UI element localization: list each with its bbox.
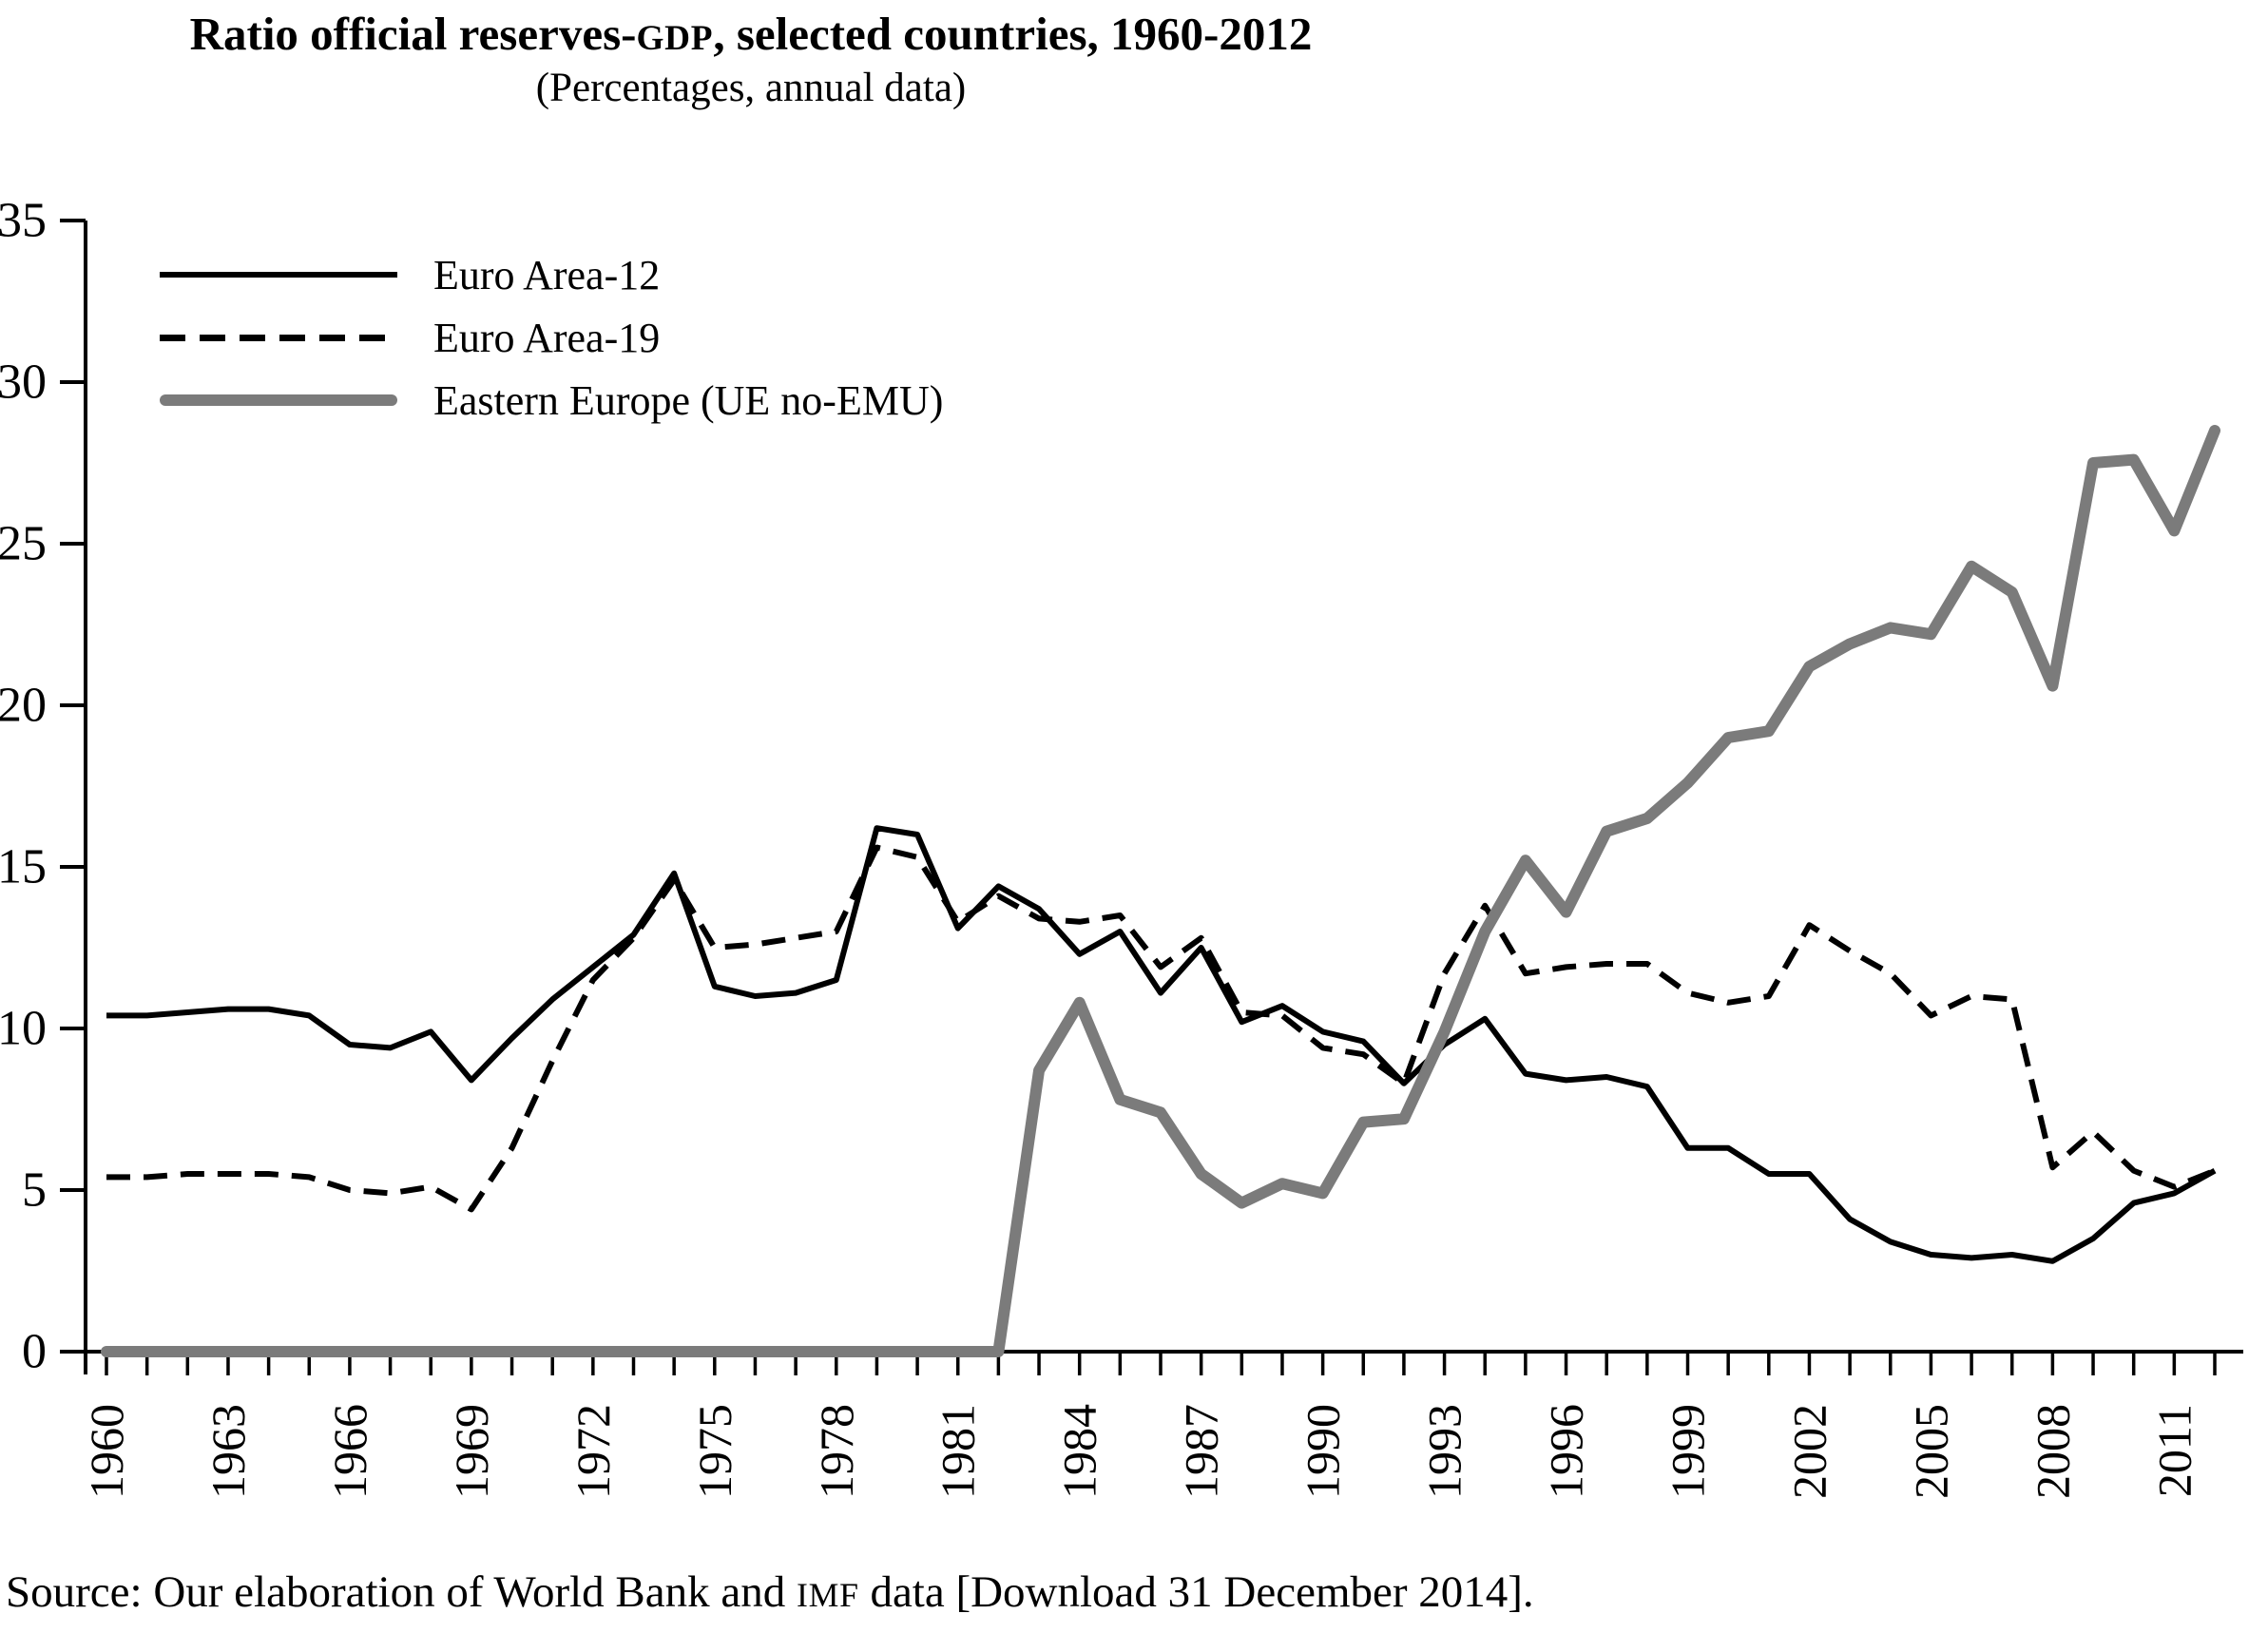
source-text: Source: Our elaboration of World Bank an… xyxy=(6,1567,798,1617)
x-tick-label: 1987 xyxy=(1175,1404,1228,1499)
chart-title: Ratio official reserves-GDP, selected co… xyxy=(0,8,1502,61)
x-tick-label: 1963 xyxy=(202,1404,255,1499)
title-text: Ratio official reserves- xyxy=(189,8,637,60)
x-tick-label: 1975 xyxy=(688,1404,741,1499)
title-text-tail: , selected countries, 1960-2012 xyxy=(713,8,1313,60)
series-line-euro-area-12 xyxy=(106,825,2217,1264)
x-tick-label: 2005 xyxy=(1904,1404,1957,1499)
x-tick-label: 1996 xyxy=(1540,1404,1593,1499)
legend: Euro Area-12 Euro Area-19 Eastern Europe… xyxy=(160,243,943,432)
legend-line-dashed-icon xyxy=(160,334,397,341)
x-tick-label: 1984 xyxy=(1053,1404,1106,1499)
x-tick-label: 1972 xyxy=(567,1404,620,1499)
x-tick-label: 1969 xyxy=(445,1404,498,1499)
y-tick-label: 35 xyxy=(0,194,47,248)
x-tick-label: 1999 xyxy=(1662,1404,1715,1499)
legend-label: Euro Area-19 xyxy=(433,314,661,361)
legend-label: Euro Area-12 xyxy=(433,251,661,298)
x-tick-label: 2008 xyxy=(2026,1404,2079,1499)
legend-item-eastern-europe: Eastern Europe (UE no-EMU) xyxy=(160,369,943,432)
source-note: Source: Our elaboration of World Bank an… xyxy=(6,1566,1534,1618)
x-tick-label: 1960 xyxy=(80,1404,133,1499)
x-tick-label: 1990 xyxy=(1297,1404,1350,1499)
x-tick-label: 1966 xyxy=(323,1404,376,1499)
legend-label: Eastern Europe (UE no-EMU) xyxy=(433,376,944,424)
legend-item-euro-area-12: Euro Area-12 xyxy=(160,243,943,306)
source-imf-smallcaps: IMF xyxy=(797,1576,859,1614)
x-tick-label: 1978 xyxy=(810,1404,863,1499)
source-text-tail: data [Download 31 December 2014]. xyxy=(858,1567,1534,1617)
y-tick-label: 20 xyxy=(0,679,47,733)
x-tick-label: 1993 xyxy=(1418,1404,1471,1499)
y-tick-label: 10 xyxy=(0,1002,47,1056)
x-tick-label: 2002 xyxy=(1782,1404,1836,1499)
legend-line-solid-icon xyxy=(160,272,397,278)
x-tick-label: 2011 xyxy=(2147,1404,2201,1497)
y-tick-label: 5 xyxy=(22,1163,47,1218)
y-tick-label: 15 xyxy=(0,840,47,894)
y-tick-label: 0 xyxy=(22,1325,47,1379)
legend-line-gray-icon xyxy=(160,394,397,406)
y-tick-label: 30 xyxy=(0,355,47,410)
chart-header: Ratio official reserves-GDP, selected co… xyxy=(0,8,1502,111)
x-tick-label: 1981 xyxy=(932,1404,985,1499)
title-gdp-smallcaps: GDP xyxy=(636,19,714,58)
y-tick-label: 25 xyxy=(0,517,47,571)
chart-subtitle: (Percentages, annual data) xyxy=(535,66,967,111)
series-line-eastern-europe-ue-no-emu- xyxy=(101,425,2220,1357)
series-line-euro-area-19 xyxy=(106,844,2217,1213)
legend-item-euro-area-19: Euro Area-19 xyxy=(160,306,943,369)
